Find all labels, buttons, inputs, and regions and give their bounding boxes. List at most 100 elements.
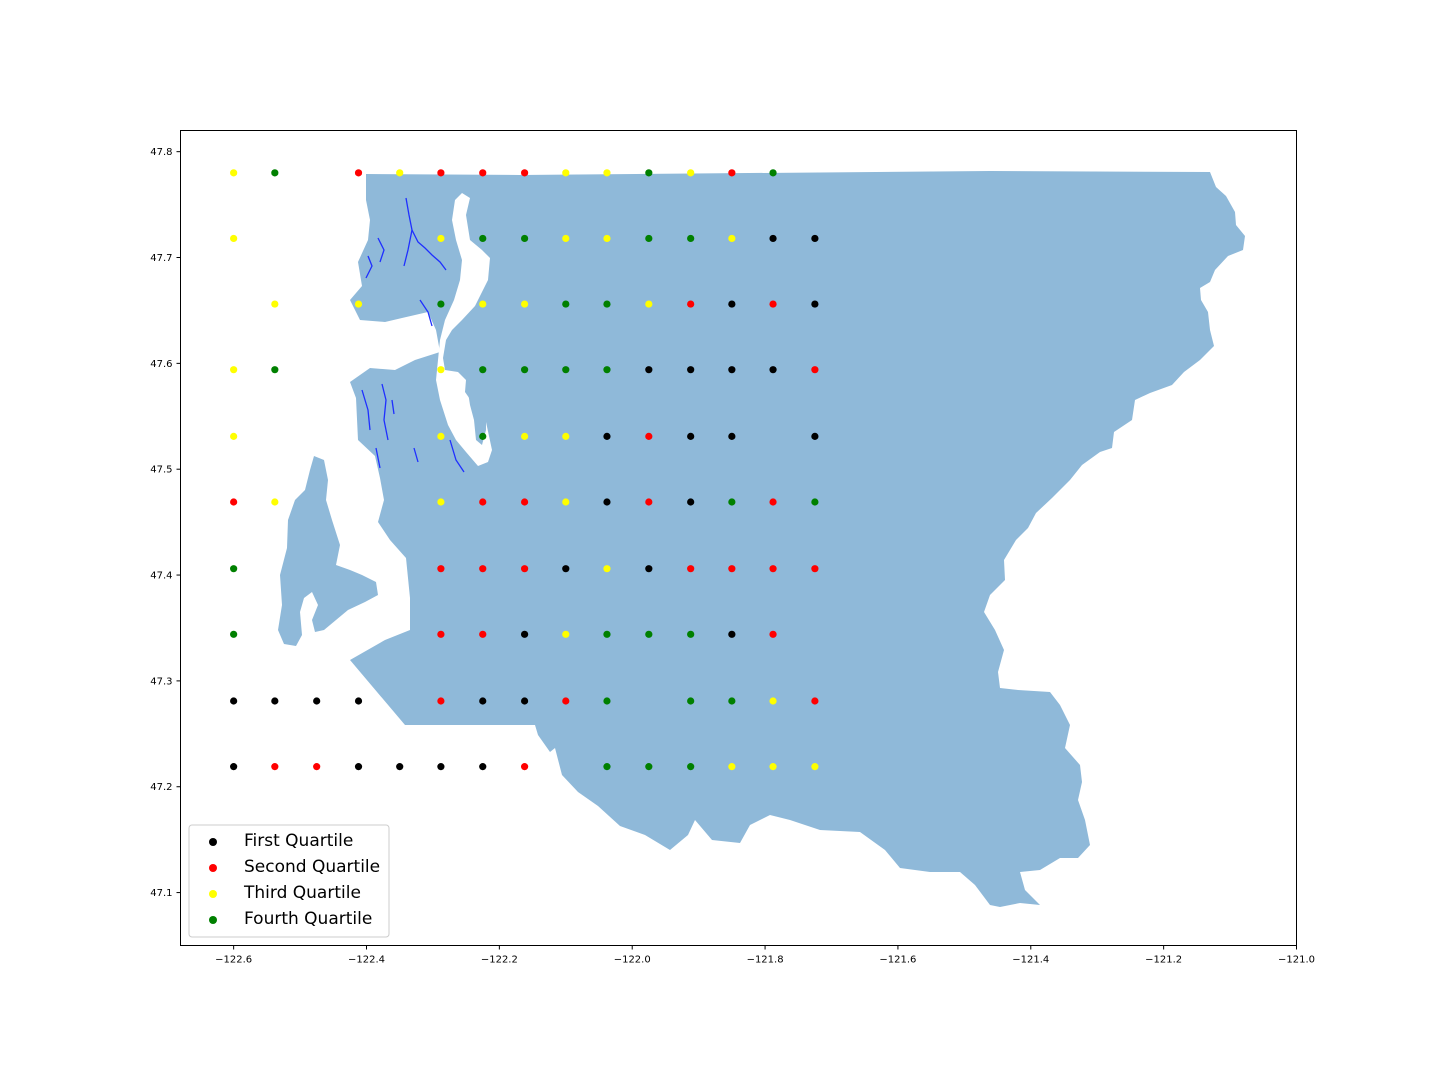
y-tick-label: 47.5 [150, 465, 172, 476]
point-fourth-quartile [437, 300, 445, 308]
point-fourth-quartile [687, 697, 695, 705]
waterway-line [377, 237, 385, 263]
point-third-quartile [562, 234, 570, 243]
point-fourth-quartile [645, 234, 653, 243]
point-second-quartile [271, 763, 279, 771]
data-points [230, 169, 819, 771]
lake-washington [436, 193, 492, 466]
point-second-quartile [728, 169, 736, 177]
axis-ticks: −122.6 −122.4 −122.2 −122.0 −121.8 −121.6 −121… [150, 147, 1315, 965]
point-fourth-quartile [728, 498, 736, 506]
point-second-quartile [313, 763, 321, 771]
point-fourth-quartile [603, 763, 611, 771]
point-fourth-quartile [687, 763, 695, 771]
point-fourth-quartile [645, 763, 653, 771]
waterway-line [365, 255, 373, 279]
point-fourth-quartile [271, 366, 279, 374]
point-second-quartile [645, 498, 653, 506]
point-second-quartile [437, 630, 445, 638]
waterways [361, 197, 465, 473]
waterway-line [391, 399, 395, 415]
point-second-quartile [437, 169, 445, 177]
point-first-quartile [811, 234, 819, 243]
point-third-quartile [230, 366, 238, 374]
point-fourth-quartile [479, 234, 487, 243]
point-third-quartile [230, 169, 238, 177]
point-fourth-quartile [271, 169, 279, 177]
point-fourth-quartile [562, 366, 570, 374]
x-tick-label: −122.2 [481, 955, 518, 966]
legend-label-second: Second Quartile [244, 857, 380, 877]
point-first-quartile [728, 630, 736, 638]
point-second-quartile [811, 366, 819, 374]
y-tick-label: 47.2 [150, 782, 172, 793]
point-second-quartile [521, 763, 529, 771]
point-second-quartile [354, 169, 363, 177]
point-first-quartile [645, 565, 653, 573]
point-first-quartile [728, 366, 736, 374]
y-tick-label: 47.7 [150, 253, 172, 264]
waterway-line [361, 389, 371, 431]
point-third-quartile [230, 234, 238, 243]
y-tick-label: 47.1 [150, 888, 172, 899]
x-tick-label: −121.6 [879, 955, 916, 966]
point-fourth-quartile [687, 234, 695, 243]
point-first-quartile [687, 366, 695, 374]
point-first-quartile [396, 763, 404, 771]
point-second-quartile [521, 565, 529, 573]
point-first-quartile [479, 763, 487, 771]
point-fourth-quartile [645, 630, 653, 638]
mercer-island [468, 388, 486, 445]
point-fourth-quartile [603, 300, 611, 308]
point-third-quartile [437, 366, 445, 374]
legend-marker-first [209, 838, 217, 846]
point-third-quartile [769, 697, 777, 705]
point-third-quartile [562, 630, 570, 638]
axes-frame [180, 130, 1297, 946]
point-first-quartile [728, 432, 736, 440]
point-first-quartile [521, 630, 529, 638]
point-third-quartile [437, 432, 445, 440]
point-second-quartile [479, 498, 487, 506]
point-first-quartile [521, 697, 529, 705]
point-second-quartile [687, 300, 695, 308]
legend-marker-second [209, 864, 217, 872]
point-second-quartile [479, 565, 487, 573]
x-tick-label: −122.0 [614, 955, 651, 966]
point-third-quartile [479, 300, 487, 308]
x-tick-label: −121.8 [747, 955, 784, 966]
waterway-line [375, 447, 381, 469]
point-fourth-quartile [811, 498, 819, 506]
point-first-quartile [562, 565, 570, 573]
point-fourth-quartile [645, 169, 653, 177]
point-second-quartile [437, 697, 445, 705]
waterway-line [419, 299, 433, 327]
y-tick-label: 47.8 [150, 147, 172, 158]
waterway-line [413, 447, 419, 463]
point-third-quartile [562, 169, 570, 177]
point-first-quartile [769, 234, 777, 243]
x-tick-label: −121.4 [1012, 955, 1049, 966]
point-third-quartile [645, 300, 653, 308]
point-first-quartile [687, 432, 695, 440]
point-fourth-quartile [230, 565, 238, 573]
point-fourth-quartile [603, 697, 611, 705]
point-fourth-quartile [521, 234, 529, 243]
point-fourth-quartile [230, 630, 238, 638]
point-second-quartile [230, 498, 238, 506]
point-first-quartile [645, 366, 653, 374]
point-third-quartile [521, 432, 529, 440]
x-tick-label: −121.2 [1145, 955, 1182, 966]
waterway-line [405, 197, 447, 271]
point-first-quartile [354, 763, 363, 771]
point-second-quartile [437, 565, 445, 573]
point-third-quartile [603, 169, 611, 177]
point-first-quartile [603, 432, 611, 440]
point-second-quartile [479, 630, 487, 638]
point-second-quartile [687, 565, 695, 573]
point-first-quartile [271, 697, 279, 705]
waterway-line [449, 439, 465, 473]
point-second-quartile [811, 697, 819, 705]
point-third-quartile [396, 169, 404, 177]
